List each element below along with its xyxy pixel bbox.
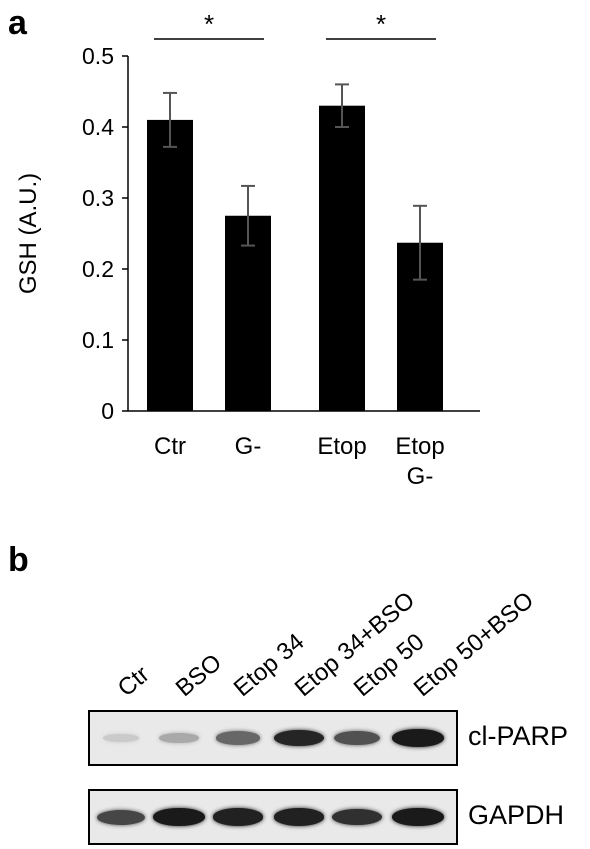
x-tick-label: G-: [235, 433, 262, 460]
y-tick-label: 0.4: [82, 114, 114, 140]
lane-label: Etop 50+BSO: [408, 586, 540, 703]
x-tick-label: Etop: [317, 433, 366, 460]
panel-a-letter: a: [8, 4, 27, 42]
y-tick-label: 0.5: [82, 43, 114, 69]
bar: [225, 215, 271, 411]
blot-band: [273, 729, 325, 747]
blot-strip: [88, 789, 458, 845]
blot-band: [215, 731, 261, 745]
significance-star: *: [204, 9, 214, 39]
y-tick-label: 0.1: [82, 327, 114, 353]
blot-strip: [88, 710, 458, 766]
lane-label: BSO: [170, 648, 227, 703]
significance-star: *: [376, 9, 386, 39]
blot-row-label: cl-PARP: [468, 721, 569, 751]
bar: [147, 119, 193, 412]
blot-band: [392, 808, 444, 826]
x-tick-label: G-: [407, 463, 434, 490]
blot-band: [333, 730, 381, 746]
gsh-bar-chart: 0 0.1 0.2 0.3 0.4 0.5 GSH (A.U.) Ctr G- Etop Etop G…: [15, 9, 480, 490]
blot-band: [273, 808, 325, 826]
y-tick-label: 0: [101, 398, 114, 424]
blot-band: [102, 734, 140, 742]
lane-label: Ctr: [112, 660, 155, 703]
panel-b-letter: b: [8, 541, 29, 579]
blot-band: [97, 809, 145, 825]
y-tick-label: 0.2: [82, 256, 114, 282]
y-axis-label: GSH (A.U.): [15, 173, 42, 294]
x-tick-label: Etop: [395, 433, 444, 460]
bar: [319, 105, 365, 411]
blot-band: [159, 733, 199, 743]
blot-row-label: GAPDH: [468, 800, 565, 830]
blot-band: [212, 808, 264, 826]
blot-band: [332, 808, 382, 826]
blot-band: [153, 808, 205, 826]
x-tick-label: Ctr: [154, 433, 186, 460]
y-tick-label: 0.3: [82, 185, 114, 211]
blot-band: [392, 729, 444, 747]
